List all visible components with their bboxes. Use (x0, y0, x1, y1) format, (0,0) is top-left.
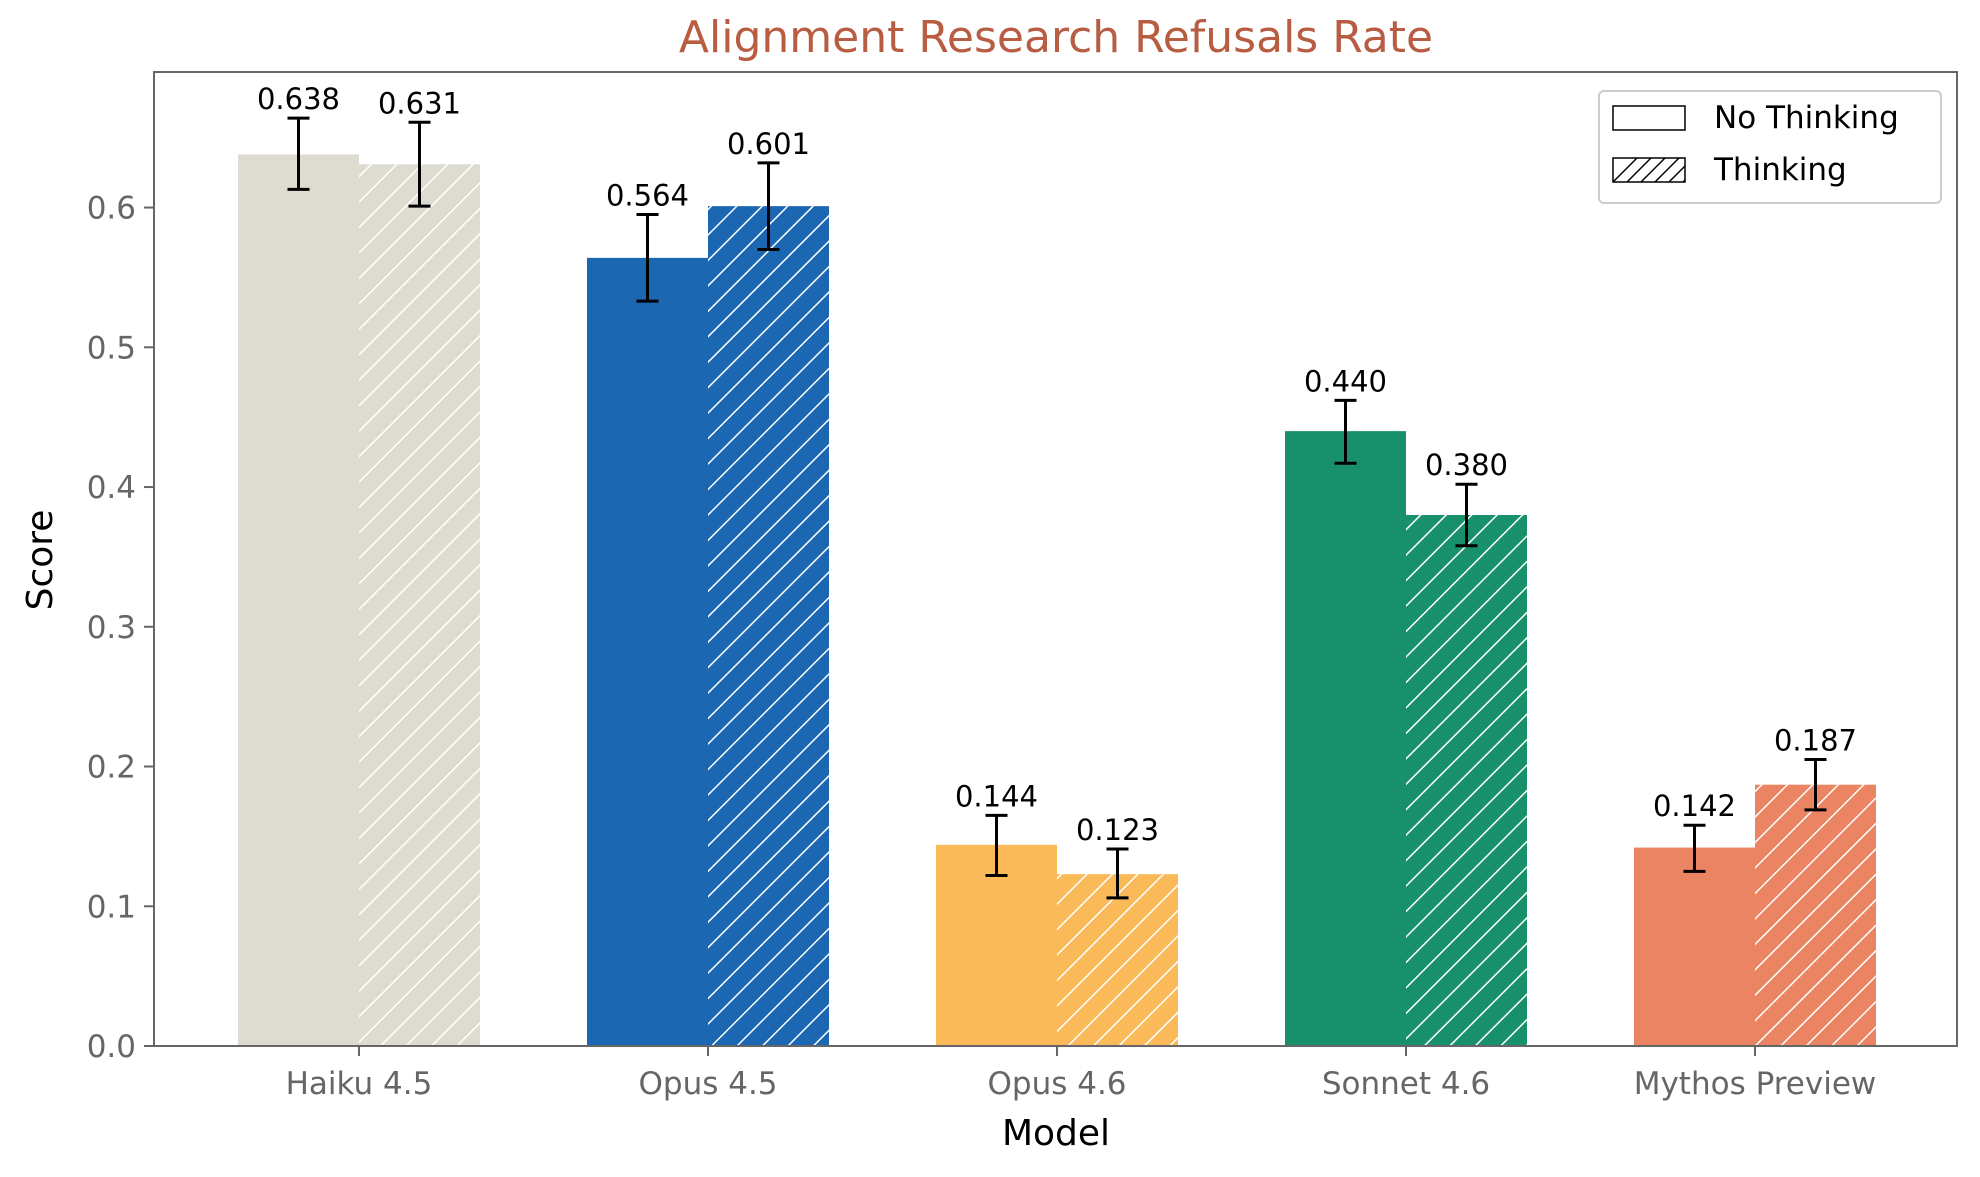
y-tick-label: 0.3 (87, 610, 136, 646)
legend-label-no-thinking: No Thinking (1714, 100, 1899, 136)
bar-hatch (708, 206, 829, 1046)
y-tick-label: 0.5 (87, 330, 136, 366)
legend-hatch-line (1654, 157, 1680, 183)
legend: No Thinking Thinking (1598, 90, 1942, 204)
legend-hatch-line (1626, 157, 1652, 183)
bar-hatch (359, 164, 480, 1046)
legend-swatch-no-thinking (1612, 105, 1686, 131)
x-tick-label: Haiku 4.5 (286, 1066, 433, 1102)
bar-hatch (1406, 514, 1527, 1046)
y-tick-label: 0.1 (87, 889, 136, 925)
data-label: 0.380 (1425, 448, 1508, 482)
bar-hatch (1057, 874, 1178, 1046)
plot-frame (153, 71, 1958, 1047)
data-label: 0.601 (727, 127, 810, 161)
x-tick-label: Opus 4.5 (638, 1066, 777, 1102)
bar-no-thinking (1285, 431, 1406, 1046)
data-label: 0.187 (1774, 724, 1857, 758)
legend-hatch-line (1612, 157, 1638, 183)
bar-no-thinking (238, 154, 359, 1046)
data-label: 0.638 (257, 82, 340, 116)
data-label: 0.144 (955, 779, 1038, 813)
bar-hatch (1755, 784, 1876, 1046)
y-tick-label: 0.4 (87, 470, 136, 506)
data-label: 0.123 (1076, 813, 1159, 847)
legend-hatch (1612, 157, 1686, 183)
y-tick-label: 0.0 (87, 1029, 136, 1065)
x-tick-label: Opus 4.6 (987, 1066, 1126, 1102)
chart-title: Alignment Research Refusals Rate (679, 12, 1433, 63)
bar-no-thinking (1634, 847, 1755, 1046)
x-tick-label: Sonnet 4.6 (1322, 1066, 1490, 1102)
x-axis-label: Model (1002, 1113, 1110, 1154)
legend-hatch-line (1668, 165, 1686, 183)
y-tick-label: 0.2 (87, 750, 136, 786)
y-tick-label: 0.6 (87, 191, 136, 227)
x-tick-label: Mythos Preview (1634, 1066, 1877, 1102)
legend-hatch-line (1682, 179, 1686, 183)
data-label: 0.142 (1653, 789, 1736, 823)
data-label: 0.440 (1304, 364, 1387, 398)
bar-no-thinking (587, 257, 708, 1046)
data-label: 0.631 (378, 86, 461, 120)
y-axis-label: Score (20, 510, 61, 611)
legend-swatch-thinking (1612, 157, 1686, 183)
bar-no-thinking (936, 844, 1057, 1046)
legend-hatch-line (1640, 157, 1666, 183)
data-label: 0.564 (606, 179, 689, 213)
legend-label-thinking: Thinking (1713, 152, 1847, 188)
